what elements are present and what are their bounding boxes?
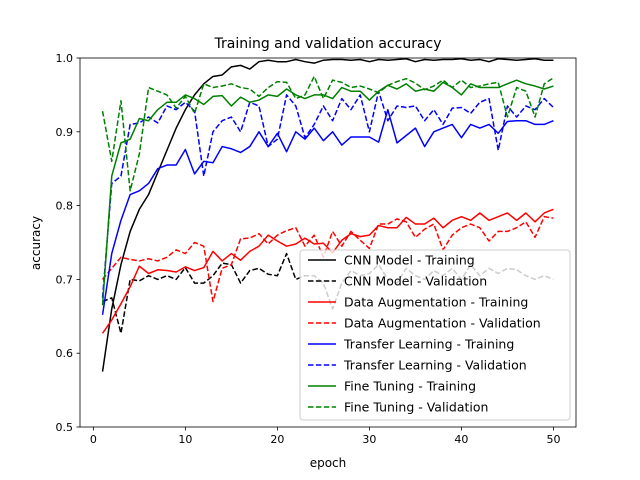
series-line-4 (101, 215, 554, 303)
x-tick-label: 0 (90, 433, 97, 446)
y-tick-label: 0.6 (56, 347, 74, 360)
legend-label-8: Fine Tuning - Validation (344, 400, 488, 415)
series-line-8 (101, 75, 554, 192)
series-line-3 (101, 208, 554, 334)
axes: 0 10 20 30 40 50 0.5 0.6 0.7 0.8 0.9 1.0 (56, 52, 577, 446)
x-tick-label: 50 (546, 433, 560, 446)
chart-title: Training and validation accuracy (213, 36, 441, 52)
legend-label-5: Transfer Learning - Training (343, 337, 514, 352)
series-line-5 (101, 108, 554, 315)
y-tick-label: 0.9 (56, 126, 74, 139)
legend-label-3: Data Augmentation - Training (344, 295, 528, 310)
x-tick-label: 10 (178, 433, 192, 446)
legend-label-2: CNN Model - Validation (344, 274, 487, 289)
y-tick-label: 0.7 (56, 273, 74, 286)
legend: CNN Model - Training CNN Model - Validati… (299, 249, 571, 421)
series-line-6 (101, 90, 554, 298)
legend-label-7: Fine Tuning - Training (344, 379, 476, 394)
y-tick-label: 1.0 (56, 52, 74, 65)
legend-label-6: Transfer Learning - Validation (343, 358, 527, 373)
axes-frame (79, 57, 577, 428)
legend-box (299, 249, 571, 421)
x-tick-label: 30 (362, 433, 376, 446)
y-tick-label: 0.5 (56, 421, 74, 434)
x-tick-label: 40 (454, 433, 468, 446)
y-axis-label: accuracy (29, 216, 43, 270)
x-tick-label: 20 (270, 433, 284, 446)
legend-label-1: CNN Model - Training (344, 253, 475, 268)
legend-label-4: Data Augmentation - Validation (344, 316, 541, 331)
y-tick-label: 0.8 (56, 200, 74, 213)
x-axis-label: epoch (310, 456, 347, 470)
series-line-1 (101, 57, 554, 372)
